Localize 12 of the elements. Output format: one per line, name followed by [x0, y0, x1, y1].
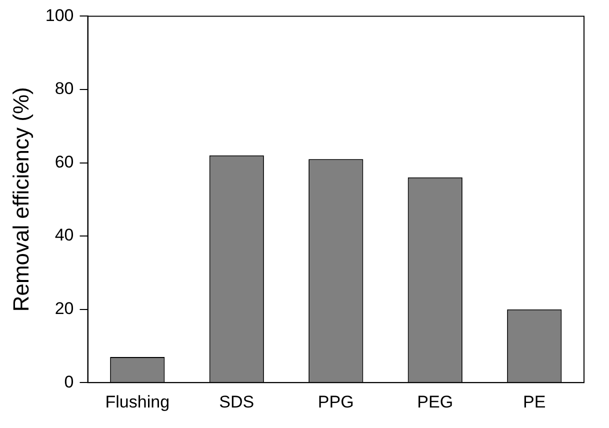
y-tick-label: 80: [54, 79, 74, 98]
y-tick-label: 100: [45, 6, 74, 25]
x-tick-label: PPG: [318, 392, 354, 412]
x-tick-label: SDS: [219, 392, 254, 412]
y-axis-title: Removal efficiency (%): [8, 87, 34, 312]
y-tick-label: 0: [64, 372, 74, 392]
x-tick-label: PE: [523, 392, 546, 412]
y-tick-label: 40: [54, 226, 74, 245]
y-tick-label: 20: [54, 299, 74, 318]
x-tick-label: PEG: [417, 392, 454, 412]
y-tick-label: 60: [54, 152, 74, 172]
x-tick-label: Flushing: [105, 392, 170, 412]
